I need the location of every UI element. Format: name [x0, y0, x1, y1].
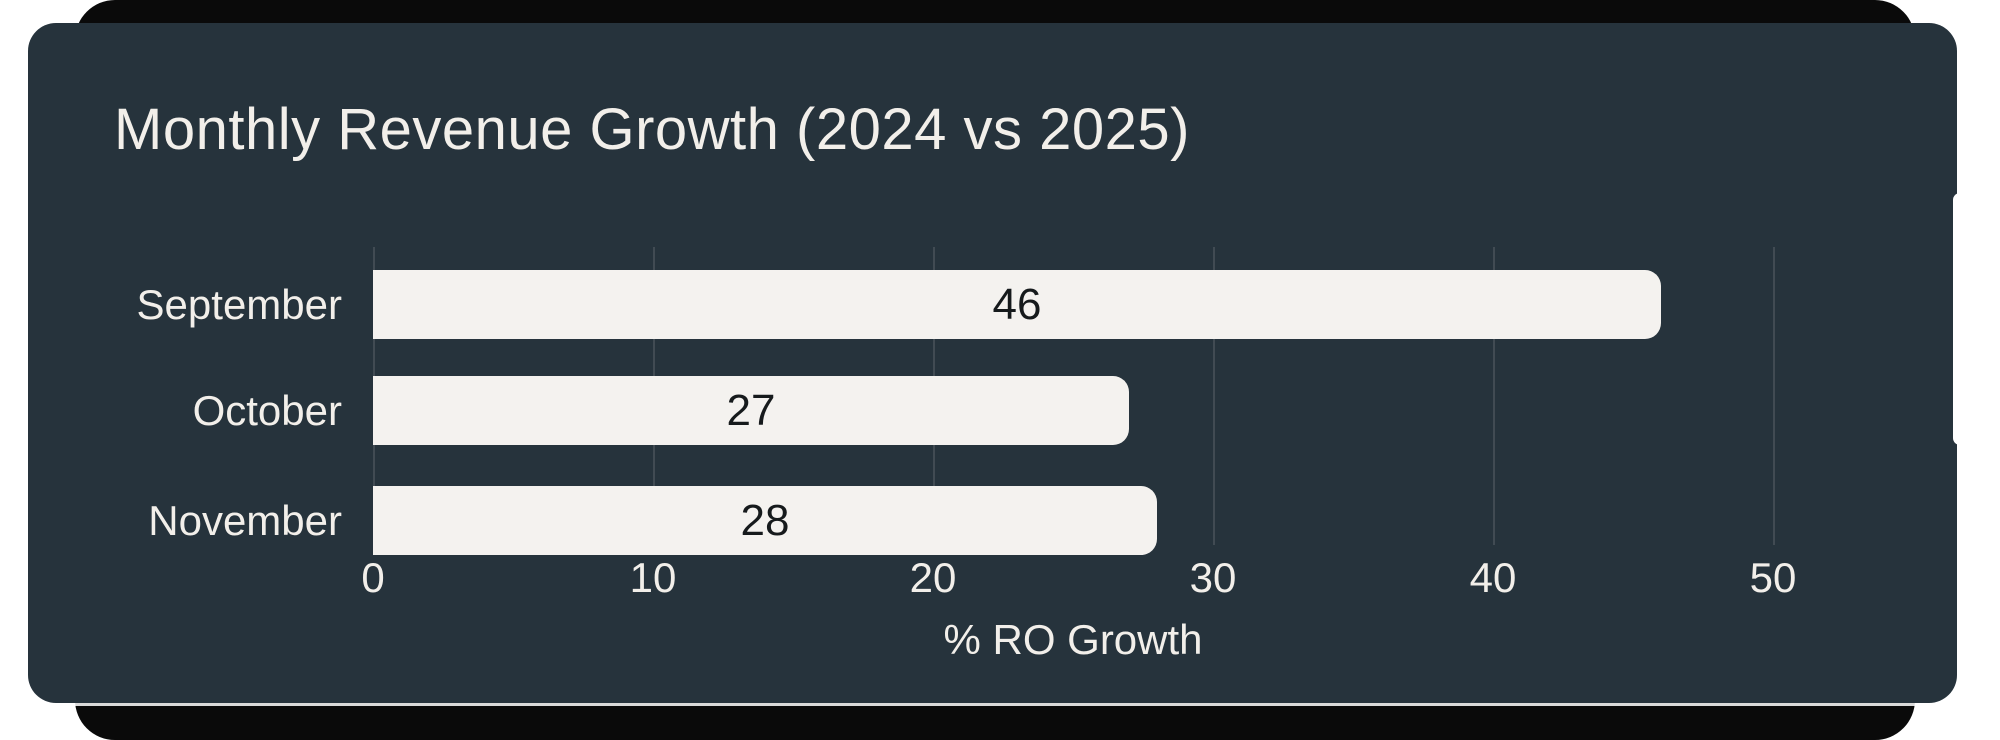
- bar-row: October 27: [28, 376, 1957, 445]
- category-label-november: November: [148, 496, 342, 544]
- bar-value-label: 28: [740, 495, 790, 545]
- peek-card: [1953, 193, 1967, 445]
- bar-row: November 28: [28, 486, 1957, 555]
- x-axis-label: % RO Growth: [943, 616, 1203, 663]
- gridline: [1493, 247, 1495, 545]
- x-tick-label: 10: [629, 554, 677, 601]
- x-tick-label: 50: [1749, 554, 1797, 601]
- bar-september[interactable]: 46: [373, 270, 1661, 339]
- gridline: [1773, 247, 1775, 545]
- x-tick-label: 0: [361, 554, 385, 601]
- chart-title: Monthly Revenue Growth (2024 vs 2025): [114, 97, 1190, 162]
- x-tick-label: 40: [1469, 554, 1517, 601]
- x-tick-label: 20: [909, 554, 957, 601]
- bar-value-label: 46: [992, 279, 1042, 329]
- plot-area: September 46 October 27 November 28 % RO…: [28, 23, 1957, 703]
- category-label-october: October: [192, 386, 342, 434]
- chart-card: Monthly Revenue Growth (2024 vs 2025) Se…: [28, 23, 1957, 703]
- bar-row: September 46: [28, 270, 1957, 339]
- gridline: [1213, 247, 1215, 545]
- category-label-september: September: [136, 280, 342, 328]
- bar-october[interactable]: 27: [373, 376, 1129, 445]
- x-tick-label: 30: [1189, 554, 1237, 601]
- bar-value-label: 27: [726, 385, 776, 435]
- bar-november[interactable]: 28: [373, 486, 1157, 555]
